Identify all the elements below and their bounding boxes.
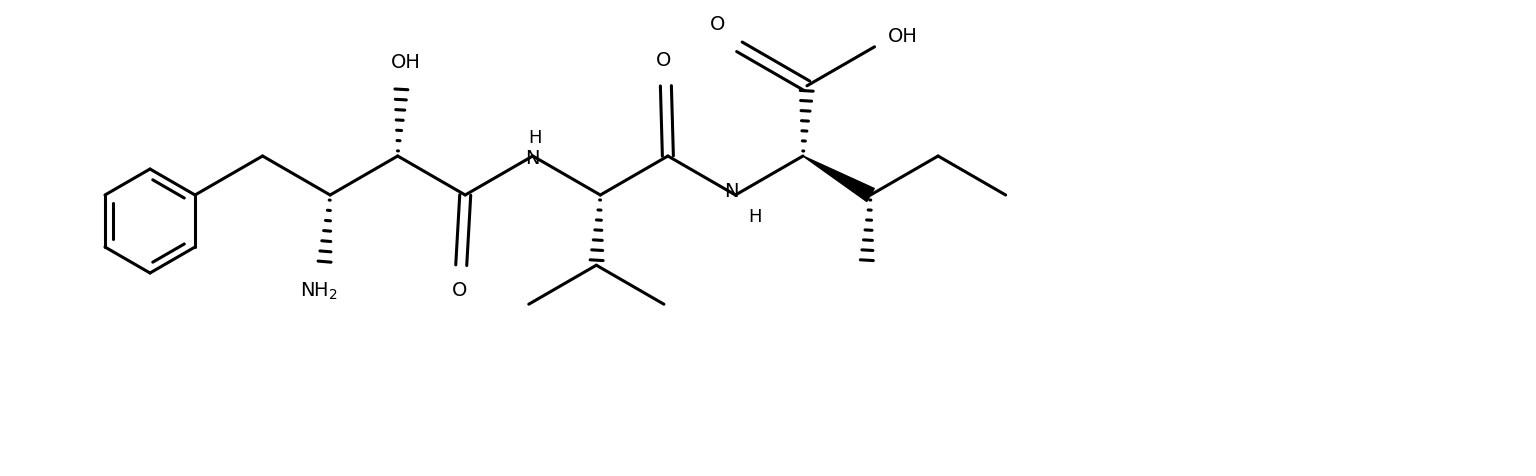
Text: H: H (748, 208, 762, 226)
Text: OH: OH (390, 53, 421, 72)
Text: O: O (452, 281, 467, 300)
Text: NH$_2$: NH$_2$ (300, 281, 338, 302)
Text: O: O (656, 51, 671, 70)
Polygon shape (803, 156, 874, 201)
Text: N: N (723, 181, 739, 200)
Text: N: N (525, 149, 541, 168)
Text: H: H (528, 129, 542, 147)
Text: O: O (710, 15, 725, 34)
Text: OH: OH (888, 27, 917, 46)
